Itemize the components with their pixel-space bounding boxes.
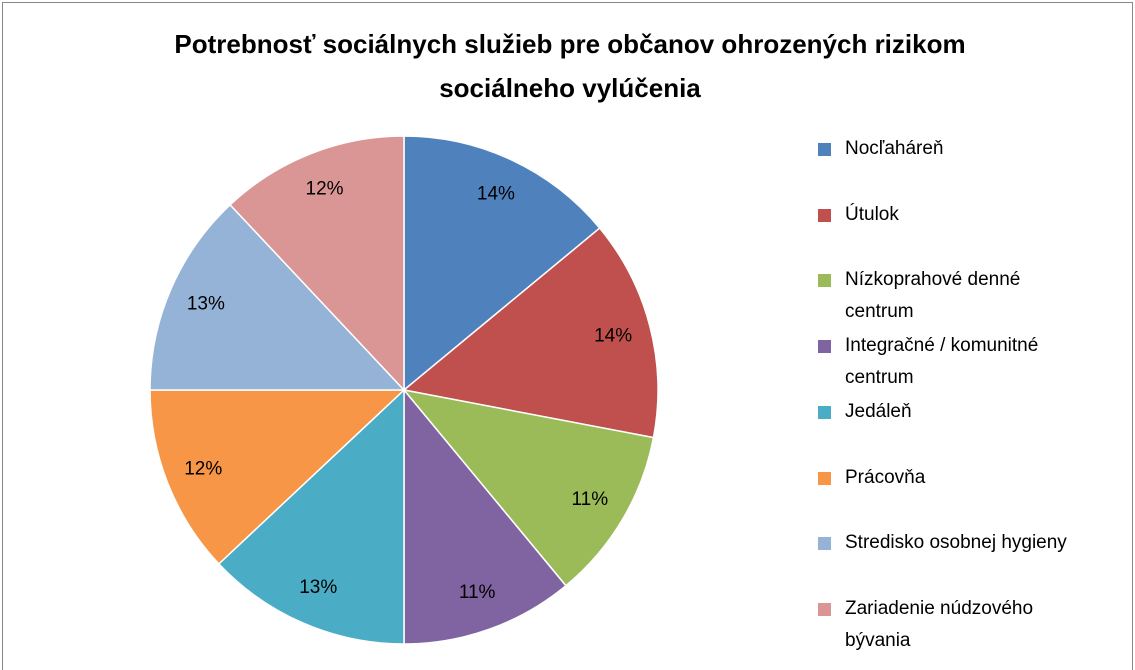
pie-slice	[403, 135, 601, 392]
data-label: 13%	[187, 293, 225, 314]
legend-swatch	[818, 471, 831, 485]
legend-label: Integračné / komunitné centrum	[845, 335, 1039, 389]
legend-label: Nízkoprahové denné centrum	[845, 269, 1021, 323]
pie-slice	[403, 387, 567, 645]
legend-label: Zariadenie núdzového bývania	[845, 597, 1034, 651]
legend-swatch	[818, 143, 831, 156]
pie-slice	[149, 203, 406, 391]
data-label: 12%	[184, 458, 222, 479]
legend-swatch	[818, 340, 831, 354]
legend-label: Útulok	[845, 203, 899, 225]
legend-label: Prácovňa	[845, 466, 926, 488]
legend-label: Jedáleň	[845, 400, 912, 422]
data-label: 11%	[572, 489, 609, 510]
pie-slice	[402, 227, 659, 439]
data-label: 14%	[594, 325, 632, 346]
pie-slice	[229, 135, 405, 392]
pie-slice	[149, 389, 406, 565]
legend-label: Nocľaháreň	[845, 138, 944, 159]
legend-swatch	[818, 602, 831, 616]
legend-swatch	[818, 405, 831, 419]
legend-label: Stredisko osobnej hygieny	[845, 532, 1067, 554]
legend-swatch	[818, 208, 831, 222]
chart-title: Potrebnosť sociálnych služieb pre občano…	[174, 29, 966, 103]
data-label: 13%	[299, 577, 337, 598]
legend-swatch	[818, 537, 831, 551]
data-label: 14%	[477, 184, 515, 205]
legend-swatch	[818, 274, 831, 288]
data-label: 12%	[306, 178, 344, 199]
pie-slice	[402, 388, 655, 587]
data-label: 11%	[459, 582, 496, 603]
pie-slice	[217, 388, 405, 645]
